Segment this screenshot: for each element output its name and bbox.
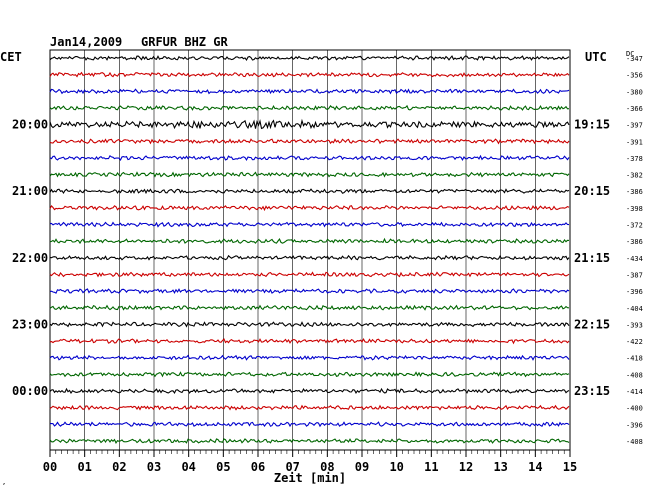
dc-offset-value: -366 [626,105,643,113]
dc-offset-value: -393 [626,321,643,329]
plot-grid [49,49,571,451]
x-axis-title: Zeit [min] [274,471,346,485]
right-hour-label: 22:15 [574,317,610,331]
x-tick-label: 09 [355,460,369,474]
dc-offset-value: -386 [626,238,643,246]
dc-offset-value: -414 [626,388,643,396]
x-tick-label: 07 [285,460,299,474]
x-tick-label: 00 [43,460,57,474]
dc-offset-value: -396 [626,288,643,296]
x-tick-label: 04 [181,460,195,474]
chart-station: GRFUR BHZ GR [141,35,228,49]
dc-label: DC [626,50,634,58]
dc-offset-value: -408 [626,438,643,446]
x-tick-label: 05 [216,460,230,474]
trace-line [49,71,570,78]
trace-line [49,304,570,311]
trace-line [49,154,570,162]
trace-line [49,288,570,295]
right-hour-label: 20:15 [574,184,610,198]
left-hour-label: 22:00 [12,251,48,265]
x-tick-label: 03 [147,460,161,474]
trace-line [49,204,570,212]
x-tick-label: 14 [528,460,542,474]
dc-offset-value: -422 [626,338,643,346]
trace-line [49,88,570,95]
dc-offset-value: -380 [626,88,643,96]
seismic-traces [49,55,570,445]
left-hour-label: 20:00 [12,118,48,132]
dc-offset-value: -387 [626,271,643,279]
dc-offset-value: -400 [626,405,643,413]
trace-line [49,371,570,378]
dc-offset-value: -408 [626,371,643,379]
trace-line [49,354,570,361]
trace-line [49,221,570,228]
trace-line [49,404,570,411]
dc-offset-value: -398 [626,205,643,213]
dc-offset-value: -397 [626,122,643,130]
trace-line [49,55,570,62]
x-axis: 00 01 02 03 04 05 06 07 08 09 10 11 12 13 14 15 [43,450,577,474]
trace-line [49,254,570,261]
dc-offset-value: -378 [626,155,643,163]
trace-line [49,171,570,178]
x-tick-label: 11 [424,460,438,474]
x-tick-label: 06 [251,460,265,474]
dc-offset-value: -418 [626,355,643,363]
right-timezone-label: UTC [585,50,607,64]
x-tick-label: 02 [112,460,126,474]
left-hour-labels: 20:00 21:00 22:00 23:00 00:00 [12,118,48,398]
right-hour-label: 23:15 [574,384,610,398]
right-hour-label: 19:15 [574,118,610,132]
left-timezone-label: CET [0,50,22,64]
dc-offset-value: -391 [626,138,643,146]
right-hour-label: 21:15 [574,251,610,265]
trace-line [49,271,570,278]
x-tick-label: 10 [389,460,403,474]
x-tick-label: 13 [493,460,507,474]
trace-line [49,337,570,345]
dc-offset-value: -386 [626,188,643,196]
left-hour-label: 00:00 [12,384,48,398]
dc-offset-value: -396 [626,421,643,429]
dc-offset-labels: -347 -356 -380 -366 -397 -391 -378 -382 -386 -398… [626,55,643,446]
x-tick-label: 08 [320,460,334,474]
left-hour-label: 23:00 [12,317,48,331]
trace-line [49,387,570,395]
x-tick-label: 15 [563,460,577,474]
trace-line [49,118,570,130]
x-tick-label: 01 [77,460,91,474]
dc-offset-value: -347 [626,55,643,63]
chart-date: Jan14,2009 [50,35,122,49]
dc-offset-value: -434 [626,255,643,263]
dc-offset-value: -404 [626,305,643,313]
trace-line [49,138,570,145]
trace-line [49,321,570,328]
x-tick-label: 12 [459,460,473,474]
trace-line [50,421,570,428]
trace-line [49,438,570,445]
dc-offset-value: -382 [626,172,643,180]
dc-offset-value: -356 [626,72,643,80]
trace-line [49,237,570,245]
left-hour-label: 21:00 [12,184,48,198]
trace-line [49,104,570,111]
corner-mark: , [2,478,6,486]
right-hour-labels: 19:15 20:15 21:15 22:15 23:15 [574,118,610,398]
dc-offset-value: -372 [626,222,643,230]
trace-line [49,188,570,195]
